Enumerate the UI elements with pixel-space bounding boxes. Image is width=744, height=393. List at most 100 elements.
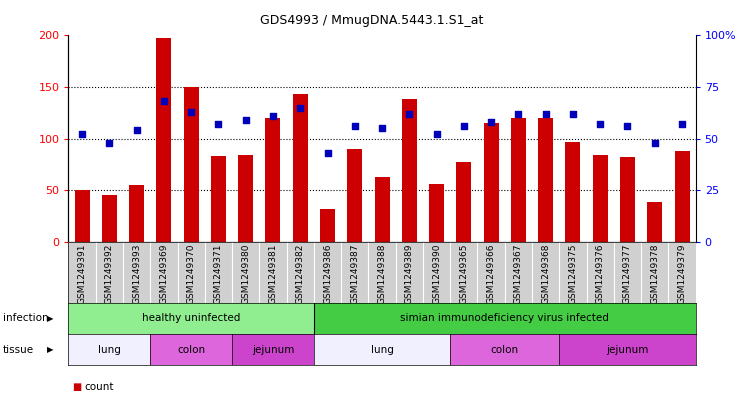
Bar <box>478 242 504 303</box>
Point <box>458 123 469 129</box>
Text: colon: colon <box>177 345 205 355</box>
Text: GSM1249371: GSM1249371 <box>214 244 223 304</box>
Point <box>594 121 606 127</box>
Bar <box>205 242 232 303</box>
Bar <box>614 242 641 303</box>
Bar <box>423 242 450 303</box>
Point <box>567 110 579 117</box>
Point <box>185 108 197 115</box>
Text: GDS4993 / MmugDNA.5443.1.S1_at: GDS4993 / MmugDNA.5443.1.S1_at <box>260 14 484 27</box>
Bar <box>266 118 280 242</box>
Text: jejunum: jejunum <box>606 345 649 355</box>
Bar <box>232 334 314 365</box>
Bar <box>314 242 341 303</box>
Bar <box>314 303 696 334</box>
Point <box>621 123 633 129</box>
Point <box>213 121 225 127</box>
Bar <box>178 242 205 303</box>
Text: GSM1249379: GSM1249379 <box>678 244 687 304</box>
Bar <box>68 334 150 365</box>
Text: GSM1249369: GSM1249369 <box>159 244 168 304</box>
Point <box>649 140 661 146</box>
Text: ■: ■ <box>72 382 81 392</box>
Text: GSM1249390: GSM1249390 <box>432 244 441 304</box>
Bar <box>565 141 580 242</box>
Point <box>295 105 307 111</box>
Bar <box>532 242 559 303</box>
Bar <box>260 242 286 303</box>
Text: ▶: ▶ <box>47 345 54 354</box>
Bar <box>538 118 553 242</box>
Text: ▶: ▶ <box>47 314 54 323</box>
Point <box>240 117 251 123</box>
Text: tissue: tissue <box>3 345 34 355</box>
Bar <box>374 177 390 242</box>
Text: GSM1249377: GSM1249377 <box>623 244 632 304</box>
Bar <box>102 195 117 242</box>
Bar <box>184 87 199 242</box>
Text: colon: colon <box>491 345 519 355</box>
Text: GSM1249391: GSM1249391 <box>77 244 86 304</box>
Point <box>131 127 143 133</box>
Text: GSM1249370: GSM1249370 <box>187 244 196 304</box>
Bar <box>511 118 526 242</box>
Text: GSM1249389: GSM1249389 <box>405 244 414 304</box>
Bar <box>593 155 608 242</box>
Text: lung: lung <box>371 345 394 355</box>
Bar <box>559 242 586 303</box>
Bar <box>150 334 232 365</box>
Text: jejunum: jejunum <box>251 345 294 355</box>
Point <box>403 110 415 117</box>
Text: infection: infection <box>3 313 48 323</box>
Point <box>376 125 388 131</box>
Text: GSM1249388: GSM1249388 <box>377 244 387 304</box>
Bar <box>450 242 478 303</box>
Text: GSM1249376: GSM1249376 <box>596 244 605 304</box>
Text: healthy uninfected: healthy uninfected <box>142 313 240 323</box>
Point <box>103 140 115 146</box>
Bar <box>68 242 96 303</box>
Text: GSM1249386: GSM1249386 <box>323 244 332 304</box>
Text: GSM1249393: GSM1249393 <box>132 244 141 304</box>
Bar <box>320 209 335 242</box>
Bar <box>347 149 362 242</box>
Bar <box>559 334 696 365</box>
Bar <box>429 184 444 242</box>
Point <box>676 121 688 127</box>
Bar <box>668 242 696 303</box>
Point <box>485 119 497 125</box>
Bar <box>238 155 253 242</box>
Text: GSM1249368: GSM1249368 <box>541 244 550 304</box>
Bar <box>484 123 498 242</box>
Bar <box>620 157 635 242</box>
Bar <box>74 190 89 242</box>
Point <box>431 131 443 138</box>
Text: lung: lung <box>98 345 121 355</box>
Point <box>267 113 279 119</box>
Text: GSM1249387: GSM1249387 <box>350 244 359 304</box>
Bar <box>286 242 314 303</box>
Bar <box>368 242 396 303</box>
Point <box>158 98 170 105</box>
Text: GSM1249380: GSM1249380 <box>241 244 250 304</box>
Bar <box>641 242 668 303</box>
Text: GSM1249375: GSM1249375 <box>568 244 577 304</box>
Point <box>321 150 333 156</box>
Bar <box>232 242 260 303</box>
Bar <box>156 39 171 242</box>
Bar <box>68 303 314 334</box>
Bar <box>450 334 559 365</box>
Text: GSM1249367: GSM1249367 <box>514 244 523 304</box>
Bar <box>402 99 417 242</box>
Text: GSM1249381: GSM1249381 <box>269 244 278 304</box>
Point <box>76 131 88 138</box>
Bar <box>96 242 123 303</box>
Bar <box>456 162 472 242</box>
Bar <box>504 242 532 303</box>
Text: GSM1249392: GSM1249392 <box>105 244 114 304</box>
Text: simian immunodeficiency virus infected: simian immunodeficiency virus infected <box>400 313 609 323</box>
Bar <box>211 156 226 242</box>
Point <box>349 123 361 129</box>
Bar <box>586 242 614 303</box>
Text: count: count <box>85 382 115 392</box>
